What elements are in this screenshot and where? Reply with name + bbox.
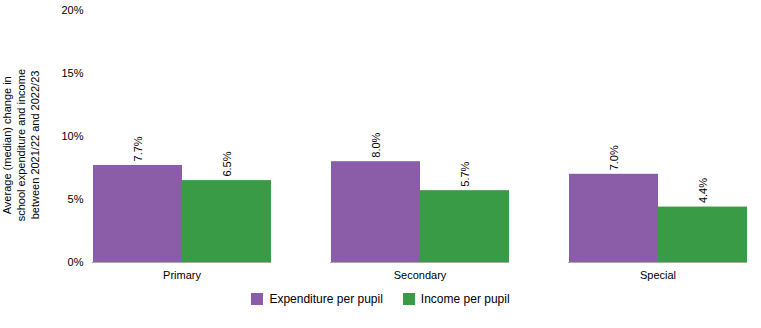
html-text:Income per pupil: Income per pupil <box>420 292 510 306</box>
svg-text:15%: 15% <box>61 67 83 79</box>
svg-text:8.0%: 8.0% <box>370 132 382 157</box>
html-text:Expenditure per pupil: Expenditure per pupil <box>269 292 383 306</box>
svg-text:Secondary: Secondary <box>394 269 447 281</box>
svg-text:7.7%: 7.7% <box>132 136 144 161</box>
svg-text:7.0%: 7.0% <box>608 145 620 170</box>
html-text:Average (median) change in sch: Average (median) change in school expend… <box>1 68 41 222</box>
svg-text:Special: Special <box>640 269 676 281</box>
svg-text:4.4%: 4.4% <box>697 178 709 203</box>
svg-text:Primary: Primary <box>163 269 201 281</box>
svg-text:6.5%: 6.5% <box>221 151 233 176</box>
svg-text:0%: 0% <box>68 256 84 268</box>
svg-text:5.7%: 5.7% <box>459 161 471 186</box>
svg-text:10%: 10% <box>61 130 83 142</box>
svg-text:20%: 20% <box>61 4 83 16</box>
svg-text:5%: 5% <box>68 193 84 205</box>
